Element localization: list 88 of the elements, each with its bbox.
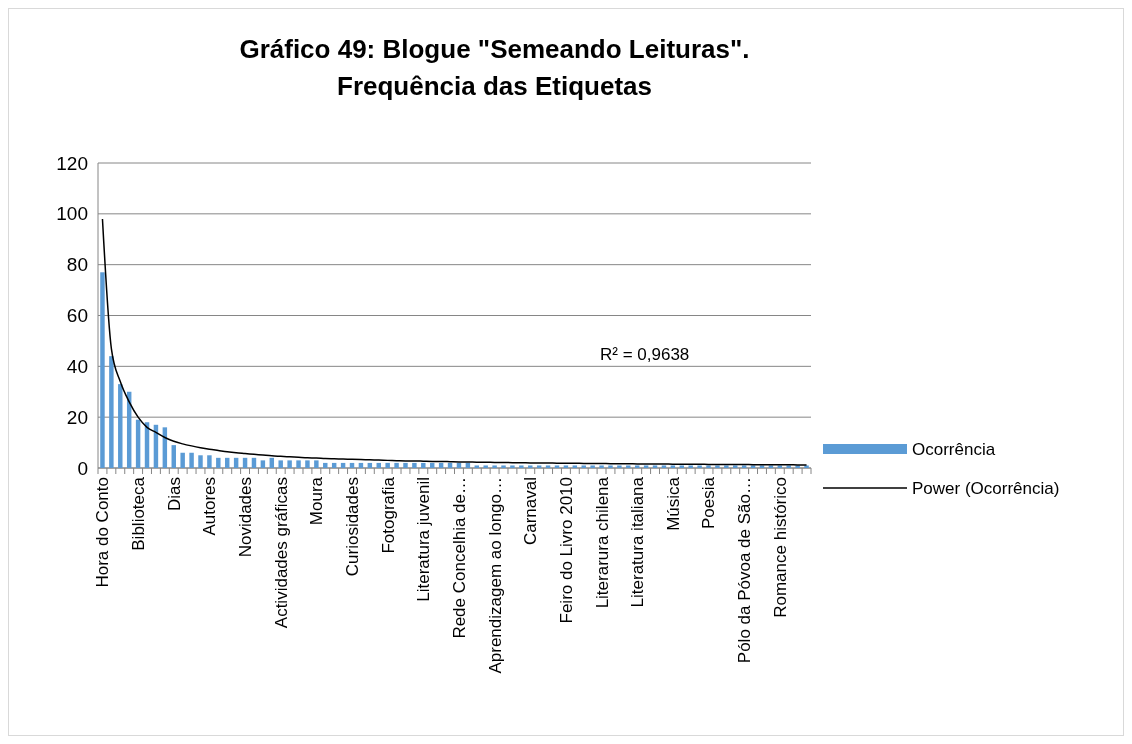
bar [617, 465, 622, 468]
bar [545, 465, 551, 468]
x-tick-label: Aprendizagem ao longo… [485, 477, 505, 674]
x-tick-label: Romance histórico [770, 477, 790, 618]
bar [403, 462, 408, 468]
x-tick-label: Literatura juvenil [414, 477, 434, 602]
bar [198, 455, 203, 468]
bar [483, 465, 488, 468]
x-tick-label: Poesia [699, 476, 719, 529]
bar [679, 465, 684, 468]
y-tick-label: 60 [66, 305, 88, 327]
bar [412, 462, 417, 468]
y-tick-label: 100 [56, 203, 88, 225]
bar [171, 445, 176, 468]
bar [296, 460, 301, 468]
y-tick-label: 20 [66, 406, 88, 428]
bar [189, 452, 194, 468]
x-tick-label: Carnaval [521, 477, 541, 546]
x-tick-label: Pólo da Póvoa de São… [735, 477, 755, 664]
bar [626, 465, 631, 468]
bar [715, 465, 720, 468]
bar [706, 465, 711, 468]
x-tick-label: Novidades [236, 477, 256, 558]
bar [501, 465, 506, 468]
bar [216, 457, 221, 468]
bar [260, 460, 266, 468]
x-tick-label: Dias [164, 477, 184, 512]
bar [768, 465, 774, 468]
bar [510, 465, 515, 468]
bar [109, 356, 114, 468]
bar [724, 465, 729, 468]
bar [278, 460, 283, 468]
chart-title: Gráfico 49: Blogue "Semeando Leituras". Frequência das Etiquetas [239, 34, 750, 101]
bar [786, 465, 791, 468]
bar [207, 455, 212, 468]
bar [608, 465, 613, 468]
x-tick-label: Actividades gráficas [271, 477, 291, 629]
bar [697, 465, 702, 468]
x-tick-label: Literatura italiana [628, 476, 648, 608]
x-tick-label: Música [663, 476, 683, 531]
x-tick-label: Curiosidades [342, 477, 362, 577]
x-tick-label: Autores [200, 477, 220, 536]
bar [750, 465, 756, 468]
bar [528, 465, 533, 468]
line-series [101, 218, 808, 466]
x-tick-label: Feiro do Livro 2010 [556, 477, 576, 624]
bar [492, 465, 497, 468]
bar [759, 465, 765, 468]
legend-label: Power (Ocorrência) [912, 478, 1060, 498]
bar [519, 465, 524, 468]
bar [741, 465, 747, 468]
bar [314, 460, 319, 468]
x-tick-label: Rede Concelhia de… [449, 477, 469, 639]
y-tick-label: 40 [66, 355, 88, 377]
bar [536, 465, 542, 468]
bar [661, 465, 667, 468]
x-tick-label: Moura [307, 476, 327, 526]
bar [554, 465, 560, 468]
bar [305, 460, 310, 468]
bar [394, 462, 399, 468]
legend-label: Ocorrência [912, 439, 996, 459]
bar [100, 272, 105, 468]
bar [581, 465, 586, 468]
bar [421, 462, 426, 468]
bar [733, 465, 738, 468]
x-tick-label: Literarura chilena [592, 476, 612, 609]
bar [474, 465, 480, 468]
bar [563, 465, 569, 468]
bar [590, 465, 595, 468]
bar [777, 465, 783, 468]
y-tick-label: 120 [56, 152, 88, 174]
x-tick-label: Hora do Conto [93, 477, 113, 588]
bar [634, 465, 640, 468]
bar [180, 452, 185, 468]
bar [652, 465, 658, 468]
bar [385, 462, 390, 468]
bar [599, 465, 604, 468]
y-tick-label: 80 [66, 254, 88, 276]
bar [572, 465, 578, 468]
x-tick-label: Fotografia [378, 476, 398, 554]
bar [287, 460, 292, 468]
y-tick-label: 0 [77, 457, 88, 479]
bar [688, 465, 693, 468]
annotation: R² = 0,9638 [600, 345, 690, 364]
bar [118, 384, 123, 468]
x-tick-label: Biblioteca [129, 476, 149, 551]
bar [643, 465, 649, 468]
bar [670, 465, 676, 468]
